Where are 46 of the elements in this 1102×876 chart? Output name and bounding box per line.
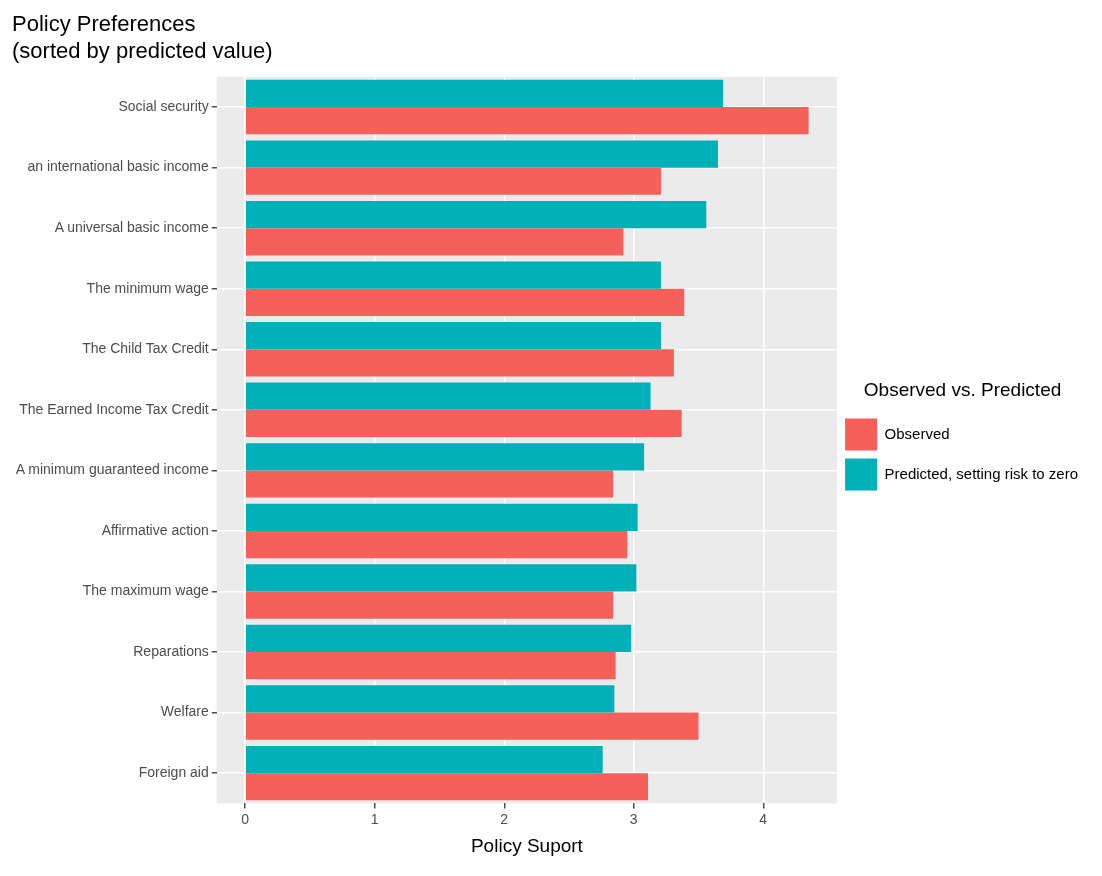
x-tick-label: 4 [759,810,768,827]
y-tick-label: an international basic income [27,158,209,175]
bar [246,503,638,531]
y-tick-label: A minimum guaranteed income [15,461,209,478]
bar [246,470,614,498]
bar [246,652,616,680]
bar [246,685,615,713]
bar [246,382,651,410]
bar [246,773,649,801]
legend-label: Predicted, setting risk to zero [884,464,1078,482]
bar [246,228,624,256]
x-tick-label: 0 [241,810,250,827]
bar [246,530,628,559]
x-tick-label: 3 [629,810,638,827]
legend-label: Observed [884,424,950,442]
bar [246,107,809,135]
bar [246,745,603,774]
bar [246,79,724,108]
bar [246,591,614,619]
bar [246,140,718,168]
y-tick-label: Social security [118,97,209,114]
bar [246,712,699,740]
bar [246,409,682,438]
bar [246,349,674,377]
bar [246,167,661,195]
x-tick-label: 1 [370,810,379,827]
y-tick-label: The maximum wage [82,582,209,599]
y-tick-label: A universal basic income [54,219,209,236]
y-tick-label: The minimum wage [86,279,209,296]
bar [246,261,661,289]
bar [246,288,685,316]
y-tick-label: Affirmative action [101,521,209,538]
bar [246,564,637,592]
bar [246,443,645,471]
bar [246,200,707,229]
y-tick-label: Foreign aid [138,763,209,780]
x-axis-title: Policy Suport [470,834,584,856]
chart-title: Policy Preferences (sorted by predicted value) [12,11,273,63]
bar [246,322,661,350]
y-tick-label: Reparations [133,642,209,659]
x-tick-label: 2 [500,810,509,827]
bar [246,624,632,653]
y-tick-label: Welfare [160,703,209,720]
legend-title: Observed vs. Predicted [863,379,1062,401]
y-tick-label: The Child Tax Credit [82,340,209,357]
y-tick-label: The Earned Income Tax Credit [19,400,209,417]
